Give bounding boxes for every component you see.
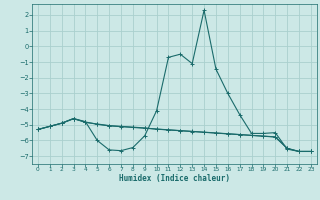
X-axis label: Humidex (Indice chaleur): Humidex (Indice chaleur) bbox=[119, 174, 230, 183]
